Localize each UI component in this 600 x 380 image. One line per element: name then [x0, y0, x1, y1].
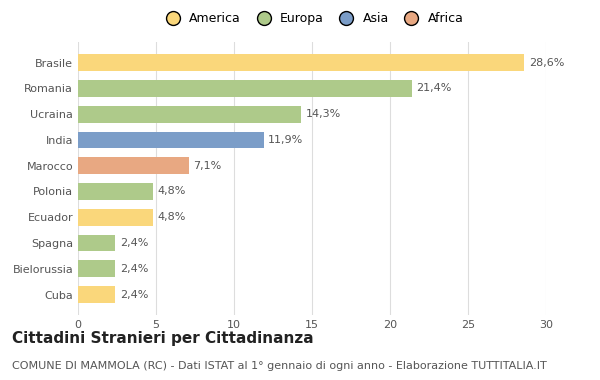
Bar	[78, 157, 189, 174]
Text: 21,4%: 21,4%	[416, 83, 452, 93]
Bar	[78, 209, 153, 226]
Bar	[78, 54, 524, 71]
Text: 2,4%: 2,4%	[120, 238, 148, 248]
Bar	[78, 183, 153, 200]
Text: 2,4%: 2,4%	[120, 264, 148, 274]
Text: 2,4%: 2,4%	[120, 290, 148, 299]
Bar	[78, 260, 115, 277]
Text: Cittadini Stranieri per Cittadinanza: Cittadini Stranieri per Cittadinanza	[12, 331, 314, 345]
Text: 4,8%: 4,8%	[158, 212, 186, 222]
Text: 4,8%: 4,8%	[158, 187, 186, 196]
Text: 14,3%: 14,3%	[306, 109, 341, 119]
Text: 7,1%: 7,1%	[193, 161, 221, 171]
Bar	[78, 235, 115, 252]
Text: 28,6%: 28,6%	[529, 58, 564, 68]
Bar	[78, 131, 263, 148]
Bar	[78, 286, 115, 303]
Legend: America, Europa, Asia, Africa: America, Europa, Asia, Africa	[155, 7, 469, 30]
Bar	[78, 106, 301, 122]
Text: COMUNE DI MAMMOLA (RC) - Dati ISTAT al 1° gennaio di ogni anno - Elaborazione TU: COMUNE DI MAMMOLA (RC) - Dati ISTAT al 1…	[12, 361, 547, 371]
Text: 11,9%: 11,9%	[268, 135, 304, 145]
Bar	[78, 80, 412, 97]
